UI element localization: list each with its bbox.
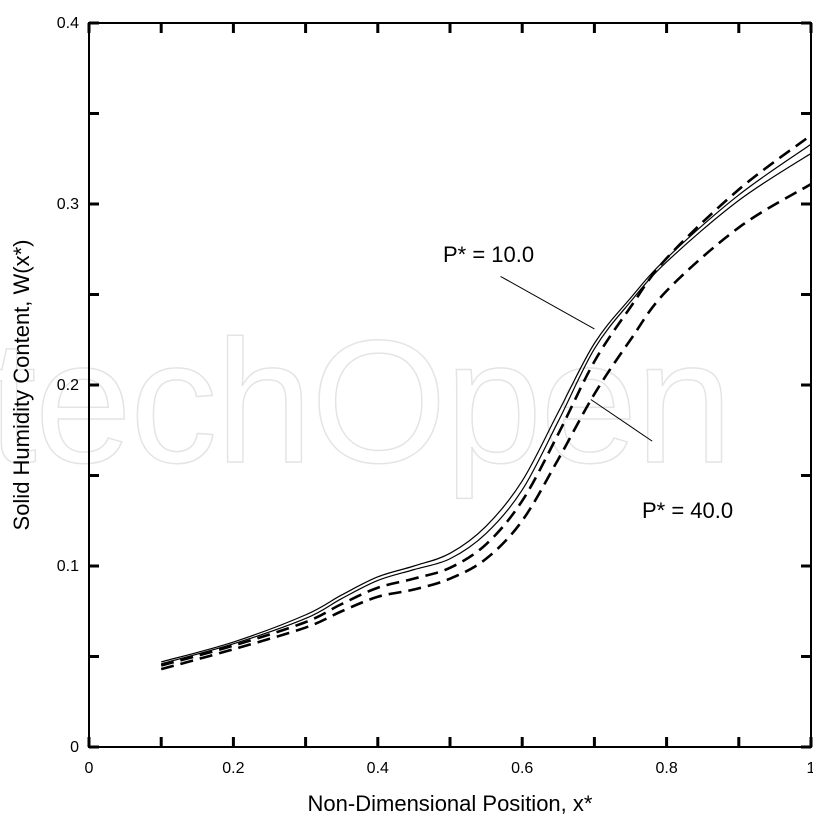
series-line-dashed-3 [160, 134, 812, 667]
annotations: P* = 10.0 P* = 40.0 [443, 242, 733, 523]
series-line-solid-2 [161, 152, 812, 665]
x-tick-label: 1 [807, 760, 813, 777]
y-tick-label: 0 [70, 739, 79, 756]
y-tick-label: 0.3 [57, 196, 79, 213]
annotation-p10: P* = 10.0 [443, 242, 534, 267]
watermark: techOpen [0, 305, 731, 500]
plot-frame [88, 22, 812, 748]
y-tick-label: 0.2 [57, 377, 79, 394]
x-tick-label: 0.8 [655, 760, 677, 777]
x-tick-label: 0.6 [511, 760, 533, 777]
x-tick-label: 0.4 [367, 760, 389, 777]
annotation-p40: P* = 40.0 [642, 498, 733, 523]
x-axis-title: Non-Dimensional Position, x* [308, 791, 593, 816]
y-tick-label: 0.4 [57, 15, 79, 32]
x-tick-label: 0 [85, 760, 94, 777]
x-tick-label: 0.2 [222, 760, 244, 777]
y-axis-title: Solid Humidity Content, W(x*) [9, 240, 34, 531]
annotation-pointer-p40 [590, 399, 653, 442]
y-tick-label: 0.1 [57, 558, 79, 575]
series-lines [160, 134, 812, 671]
tick-labels: 0 0.2 0.4 0.6 0.8 1 0 0.1 0.2 0.3 0.4 [57, 15, 813, 777]
series-line-dashed-4 [160, 182, 812, 671]
annotation-pointer-p10 [500, 275, 595, 330]
